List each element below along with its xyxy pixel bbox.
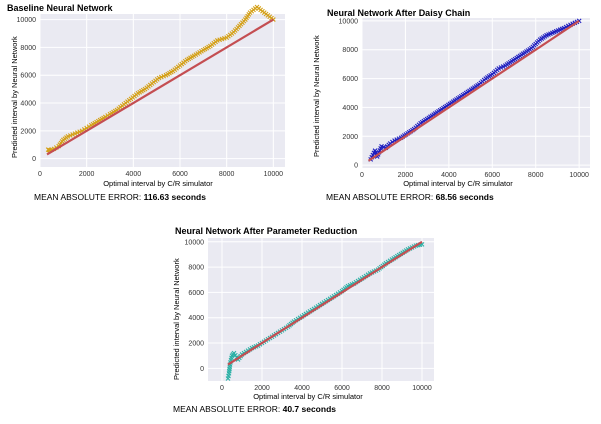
x-tick-label: 8000 [219,171,235,178]
x-tick-label: 10000 [264,171,284,178]
x-axis-label: Optimal interval by C/R simulator [253,392,363,401]
chart-title: Neural Network After Daisy Chain [327,8,471,18]
scatter-plot: 0 2000 4000 6000 8000 10000 0 2000 4000 6000 8000 1… [185,238,434,392]
x-tick-label: 6000 [172,171,188,178]
y-tick-label: 10000 [339,18,359,25]
mae-text: MEAN ABSOLUTE ERROR: 68.56 seconds [326,192,494,202]
plot-area [362,18,590,168]
y-tick-label: 2000 [20,128,36,135]
mae-text: MEAN ABSOLUTE ERROR: 40.7 seconds [173,404,336,414]
y-tick-label: 0 [32,156,36,163]
y-tick-label: 8000 [342,47,358,54]
x-tick-label: 2000 [254,385,270,392]
y-tick-label: 2000 [342,134,358,141]
x-axis-label: Optimal interval by C/R simulator [403,179,513,188]
y-tick-label: 6000 [188,290,204,297]
x-tick-label: 0 [38,171,42,178]
plot-area [40,14,285,167]
chart-panel-daisy-chain: Neural Network After Daisy Chain Predict… [300,0,601,210]
mae-label: MEAN ABSOLUTE ERROR: [173,404,281,414]
x-tick-label: 2000 [79,171,95,178]
identity-line [46,18,274,156]
x-axis-label: Optimal interval by C/R simulator [103,179,213,188]
chart-title: Neural Network After Parameter Reduction [175,226,358,236]
y-tick-label: 4000 [20,101,36,108]
y-tick-label: 6000 [342,76,358,83]
identity-line [227,240,423,366]
x-tick-label: 8000 [374,385,390,392]
chart-title: Baseline Neural Network [7,3,113,13]
x-tick-label: 0 [360,172,364,179]
y-tick-label: 8000 [20,45,36,52]
chart-panel-parameter-reduction: Neural Network After Parameter Reduction… [160,222,450,424]
scatter-plot: 0 2000 4000 6000 8000 10000 0 2000 4000 6000 8000 1… [339,18,590,179]
y-tick-label: 4000 [188,315,204,322]
y-tick-label: 0 [200,366,204,373]
y-tick-label: 0 [354,163,358,170]
x-tick-label: 0 [220,385,224,392]
identity-line [367,19,580,162]
x-tick-label: 4000 [126,171,142,178]
y-tick-label: 2000 [188,341,204,348]
y-tick-label: 6000 [20,73,36,80]
x-tick-label: 4000 [441,172,457,179]
scatter-plot: 0 2000 4000 6000 8000 10000 0 2000 4000 6000 8000 1… [17,4,285,178]
x-tick-label: 2000 [398,172,414,179]
y-tick-label: 10000 [17,17,37,24]
x-tick-label: 6000 [334,385,350,392]
y-tick-label: 10000 [185,239,205,246]
mae-label: MEAN ABSOLUTE ERROR: [326,192,434,202]
mae-value: 116.63 seconds [143,192,206,202]
mae-text: MEAN ABSOLUTE ERROR: 116.63 seconds [34,192,206,202]
mae-label: MEAN ABSOLUTE ERROR: [34,192,142,202]
mae-value: 68.56 seconds [435,192,494,202]
x-tick-label: 8000 [528,172,544,179]
chart-panel-baseline: Baseline Neural Network Predicted interv… [0,0,300,210]
x-tick-label: 4000 [294,385,310,392]
y-tick-label: 8000 [188,265,204,272]
y-tick-label: 4000 [342,105,358,112]
x-tick-label: 6000 [484,172,500,179]
x-tick-label: 10000 [412,385,432,392]
mae-value: 40.7 seconds [282,404,336,414]
x-tick-label: 10000 [569,172,589,179]
plot-area [208,238,434,381]
